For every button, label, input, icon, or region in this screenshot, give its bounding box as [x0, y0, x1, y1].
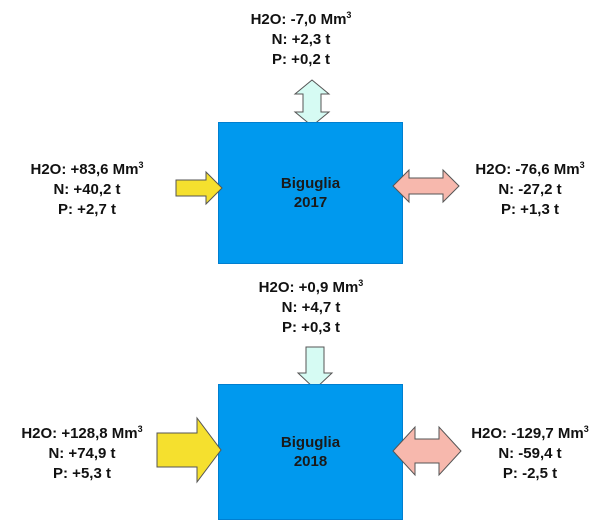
- top-flux-label-2017: H2O: -7,0 Mm3 N: +2,3 t P: +0,2 t: [226, 10, 376, 70]
- lagoon-name: Biguglia: [280, 175, 341, 192]
- outflow-double-arrow-2018: [392, 425, 462, 477]
- unit-exponent: 3: [137, 424, 143, 434]
- h2o-value: H2O: +0,9 Mm: [258, 279, 359, 296]
- top-flux-label-2018: H2O: +0,9 Mm3 N: +4,7 t P: +0,3 t: [236, 278, 386, 338]
- n-value: N: +40,2 t: [53, 181, 121, 198]
- inflow-arrow-2017: [175, 170, 223, 206]
- p-value: P: +1,3 t: [501, 201, 559, 218]
- right-flux-label-2017: H2O: -76,6 Mm3 N: -27,2 t P: +1,3 t: [465, 160, 595, 220]
- lagoon-box-2018: Biguglia 2018: [218, 384, 403, 520]
- n-value: N: -59,4 t: [498, 445, 562, 462]
- inflow-arrow-2018: [156, 416, 222, 484]
- h2o-value: H2O: -129,7 Mm: [471, 425, 584, 442]
- unit-exponent: 3: [579, 160, 585, 170]
- left-flux-label-2017: H2O: +83,6 Mm3 N: +40,2 t P: +2,7 t: [4, 160, 170, 220]
- unit-exponent: 3: [583, 424, 589, 434]
- p-value: P: +0,2 t: [272, 51, 330, 68]
- p-value: P: +5,3 t: [53, 465, 111, 482]
- lagoon-name: Biguglia: [280, 434, 341, 451]
- h2o-value: H2O: +128,8 Mm: [21, 425, 138, 442]
- p-value: P: +2,7 t: [58, 201, 116, 218]
- left-flux-label-2018: H2O: +128,8 Mm3 N: +74,9 t P: +5,3 t: [2, 424, 162, 484]
- unit-exponent: 3: [138, 160, 144, 170]
- p-value: P: +0,3 t: [282, 319, 340, 336]
- exchange-down-arrow-2018: [296, 346, 334, 390]
- h2o-value: H2O: -7,0 Mm: [250, 11, 347, 28]
- lagoon-box-2017: Biguglia 2017: [218, 122, 403, 264]
- n-value: N: +2,3 t: [271, 31, 331, 48]
- n-value: N: +74,9 t: [48, 445, 116, 462]
- exchange-double-arrow-2017: [293, 79, 331, 127]
- outflow-double-arrow-2017: [392, 168, 460, 204]
- right-flux-label-2018: H2O: -129,7 Mm3 N: -59,4 t P: -2,5 t: [462, 424, 598, 484]
- n-value: N: -27,2 t: [498, 181, 562, 198]
- unit-exponent: 3: [358, 278, 364, 288]
- h2o-value: H2O: +83,6 Mm: [30, 161, 139, 178]
- p-value: P: -2,5 t: [502, 465, 558, 482]
- lagoon-year: 2018: [293, 453, 328, 470]
- lagoon-year: 2017: [293, 194, 328, 211]
- unit-exponent: 3: [346, 10, 352, 20]
- n-value: N: +4,7 t: [281, 299, 341, 316]
- h2o-value: H2O: -76,6 Mm: [475, 161, 580, 178]
